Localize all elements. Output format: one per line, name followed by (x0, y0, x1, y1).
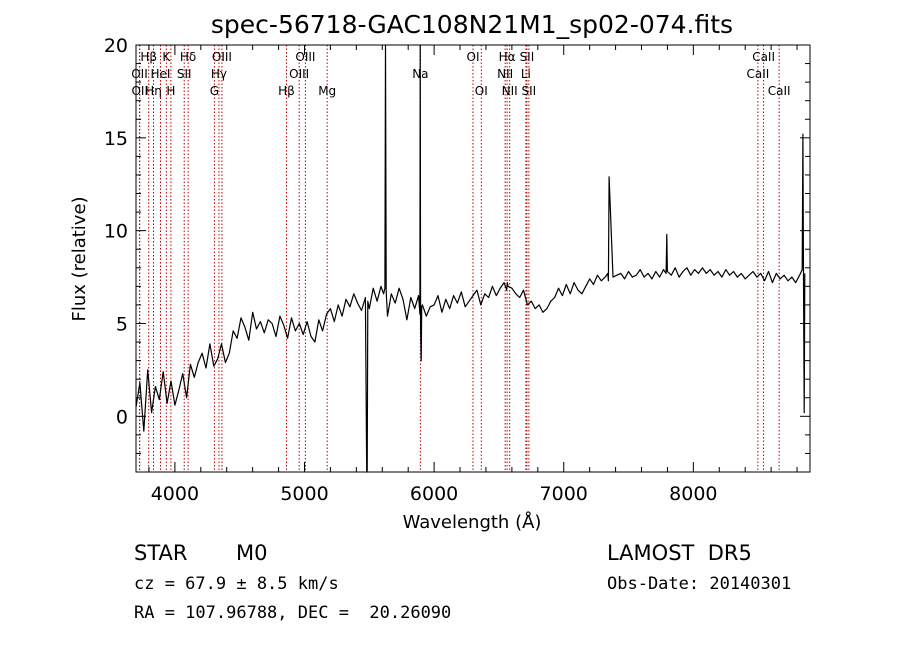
line-label-19: Hα (499, 50, 516, 64)
line-label-15: Mg (318, 84, 336, 98)
x-tick-label: 8000 (669, 483, 717, 505)
y-tick-label: 0 (116, 406, 128, 428)
line-label-18: OI (475, 84, 488, 98)
y-tick-label: 5 (116, 313, 128, 335)
line-label-5: K (162, 50, 171, 64)
line-label-17: OI (467, 50, 480, 64)
line-label-1: OII (131, 67, 148, 81)
line-label-8: SII (177, 67, 192, 81)
y-tick-label: 20 (104, 35, 128, 57)
x-tick-label: 4000 (151, 483, 199, 505)
line-label-26: CaII (746, 67, 769, 81)
line-label-10: Hγ (211, 67, 227, 81)
y-tick-label: 10 (104, 221, 128, 243)
line-label-14: OIII (295, 50, 315, 64)
line-label-23: Li (521, 67, 531, 81)
line-label-7: Hδ (180, 50, 196, 64)
plot-frame (135, 44, 811, 473)
line-label-4: HeI (151, 67, 171, 81)
line-label-13: OIII (289, 67, 309, 81)
x-axis-label: Wavelength (Å) (403, 511, 542, 533)
y-axis-ticks: 0 5 10 15 20 (104, 35, 810, 473)
x-tick-label: 7000 (540, 483, 588, 505)
spectrum-line (135, 44, 806, 473)
chart-title: spec-56718-GAC108N21M1_sp02-074.fits (211, 10, 733, 39)
x-tick-label: 6000 (410, 483, 458, 505)
line-label-3: Hη (145, 84, 162, 98)
line-label-24: SII (522, 84, 537, 98)
y-axis-label: Flux (relative) (69, 196, 90, 321)
y-tick-label: 15 (104, 128, 128, 150)
line-label-11: G (210, 84, 219, 98)
line-label-12: Hβ (278, 84, 295, 98)
object-subclass: M0 (236, 541, 268, 565)
line-label-27: CaII (768, 84, 791, 98)
spectral-line-markers (138, 45, 780, 472)
line-label-25: CaII (752, 50, 775, 64)
line-label-22: SII (520, 50, 535, 64)
x-axis-ticks: 4000 5000 6000 7000 8000 (148, 45, 798, 505)
survey-release: LAMOST DR5 (607, 541, 752, 565)
line-label-6: H (166, 84, 175, 98)
line-label-9: OIII (212, 50, 232, 64)
line-label-20: NII (497, 67, 513, 81)
redshift-velocity: cz = 67.9 ± 8.5 km/s (134, 574, 339, 594)
spectrum-series (135, 44, 806, 473)
observation-date: Obs-Date: 20140301 (607, 574, 792, 594)
line-label-21: NII (502, 84, 518, 98)
object-class: STAR (134, 541, 188, 565)
line-label-0: Hβ (140, 50, 157, 64)
x-tick-label: 5000 (280, 483, 328, 505)
coordinates: RA = 107.96788, DEC = 20.26090 (134, 603, 452, 623)
